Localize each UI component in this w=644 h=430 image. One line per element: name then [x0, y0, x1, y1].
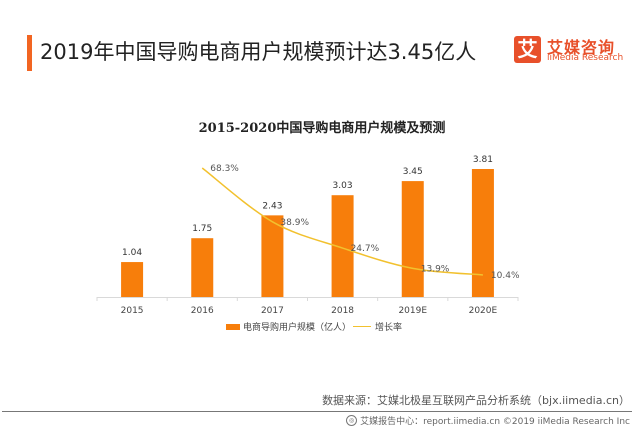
legend-line-swatch — [353, 325, 371, 328]
x-tick-label: 2017 — [261, 306, 284, 316]
legend-item-user-scale: 电商导购用户规模（亿人） — [226, 320, 351, 333]
bar-value-label: 3.81 — [473, 155, 493, 165]
globe-icon: ◎ — [346, 415, 358, 426]
footer-divider — [2, 411, 632, 412]
page-title: 2019年中国导购电商用户规模预计达3.45亿人 — [40, 40, 477, 64]
x-tick-label: 2018 — [331, 306, 354, 316]
legend-item-growth-rate: 增长率 — [353, 320, 402, 333]
bar-2020E — [471, 169, 494, 297]
footer-text: 艾媒报告中心：report.iimedia.cn ©2019 iiMedia R… — [360, 417, 630, 427]
bar-2017 — [261, 215, 284, 297]
growth-rate-label: 10.4% — [491, 271, 520, 281]
logo-chinese-name: 艾媒咨询 — [547, 38, 616, 57]
bar-value-label: 2.43 — [262, 201, 282, 211]
growth-rate-label: 13.9% — [421, 264, 450, 274]
legend-label-growth-rate: 增长率 — [375, 323, 403, 333]
data-source: 数据来源：艾媒北极星互联网产品分析系统（bjx.iimedia.cn） — [322, 394, 630, 407]
title-accent-bar — [27, 35, 32, 71]
logo-mark-icon: 艾 — [514, 36, 541, 63]
x-tick-label: 2019E — [398, 306, 427, 316]
bar-2015 — [121, 262, 144, 297]
x-tick-label: 2020E — [469, 306, 498, 316]
growth-rate-label: 38.9% — [280, 218, 309, 228]
bar-2018 — [331, 195, 354, 297]
legend-bar-swatch — [226, 323, 240, 330]
bar-2016 — [191, 238, 214, 297]
logo-english-name: iiMedia Research — [547, 53, 624, 63]
bar-value-label: 1.75 — [192, 224, 212, 234]
legend-label-user-scale: 电商导购用户规模（亿人） — [243, 323, 352, 333]
bar-value-label: 1.04 — [122, 248, 142, 258]
bar-2019E — [401, 181, 424, 297]
bar-value-label: 3.03 — [333, 181, 353, 191]
x-tick-label: 2016 — [191, 306, 214, 316]
growth-rate-label: 68.3% — [210, 164, 239, 174]
chart-title: 2015-2020中国导购电商用户规模及预测 — [198, 121, 446, 136]
iimedia-logo: 艾 艾媒咨询 iiMedia Research — [514, 36, 634, 68]
growth-rate-label: 24.7% — [351, 244, 380, 254]
footer: ◎ 艾媒报告中心：report.iimedia.cn ©2019 iiMedia… — [346, 414, 630, 427]
growth-rate-line — [201, 167, 483, 276]
bar-value-label: 3.45 — [403, 167, 423, 177]
x-tick-label: 2015 — [121, 306, 144, 316]
